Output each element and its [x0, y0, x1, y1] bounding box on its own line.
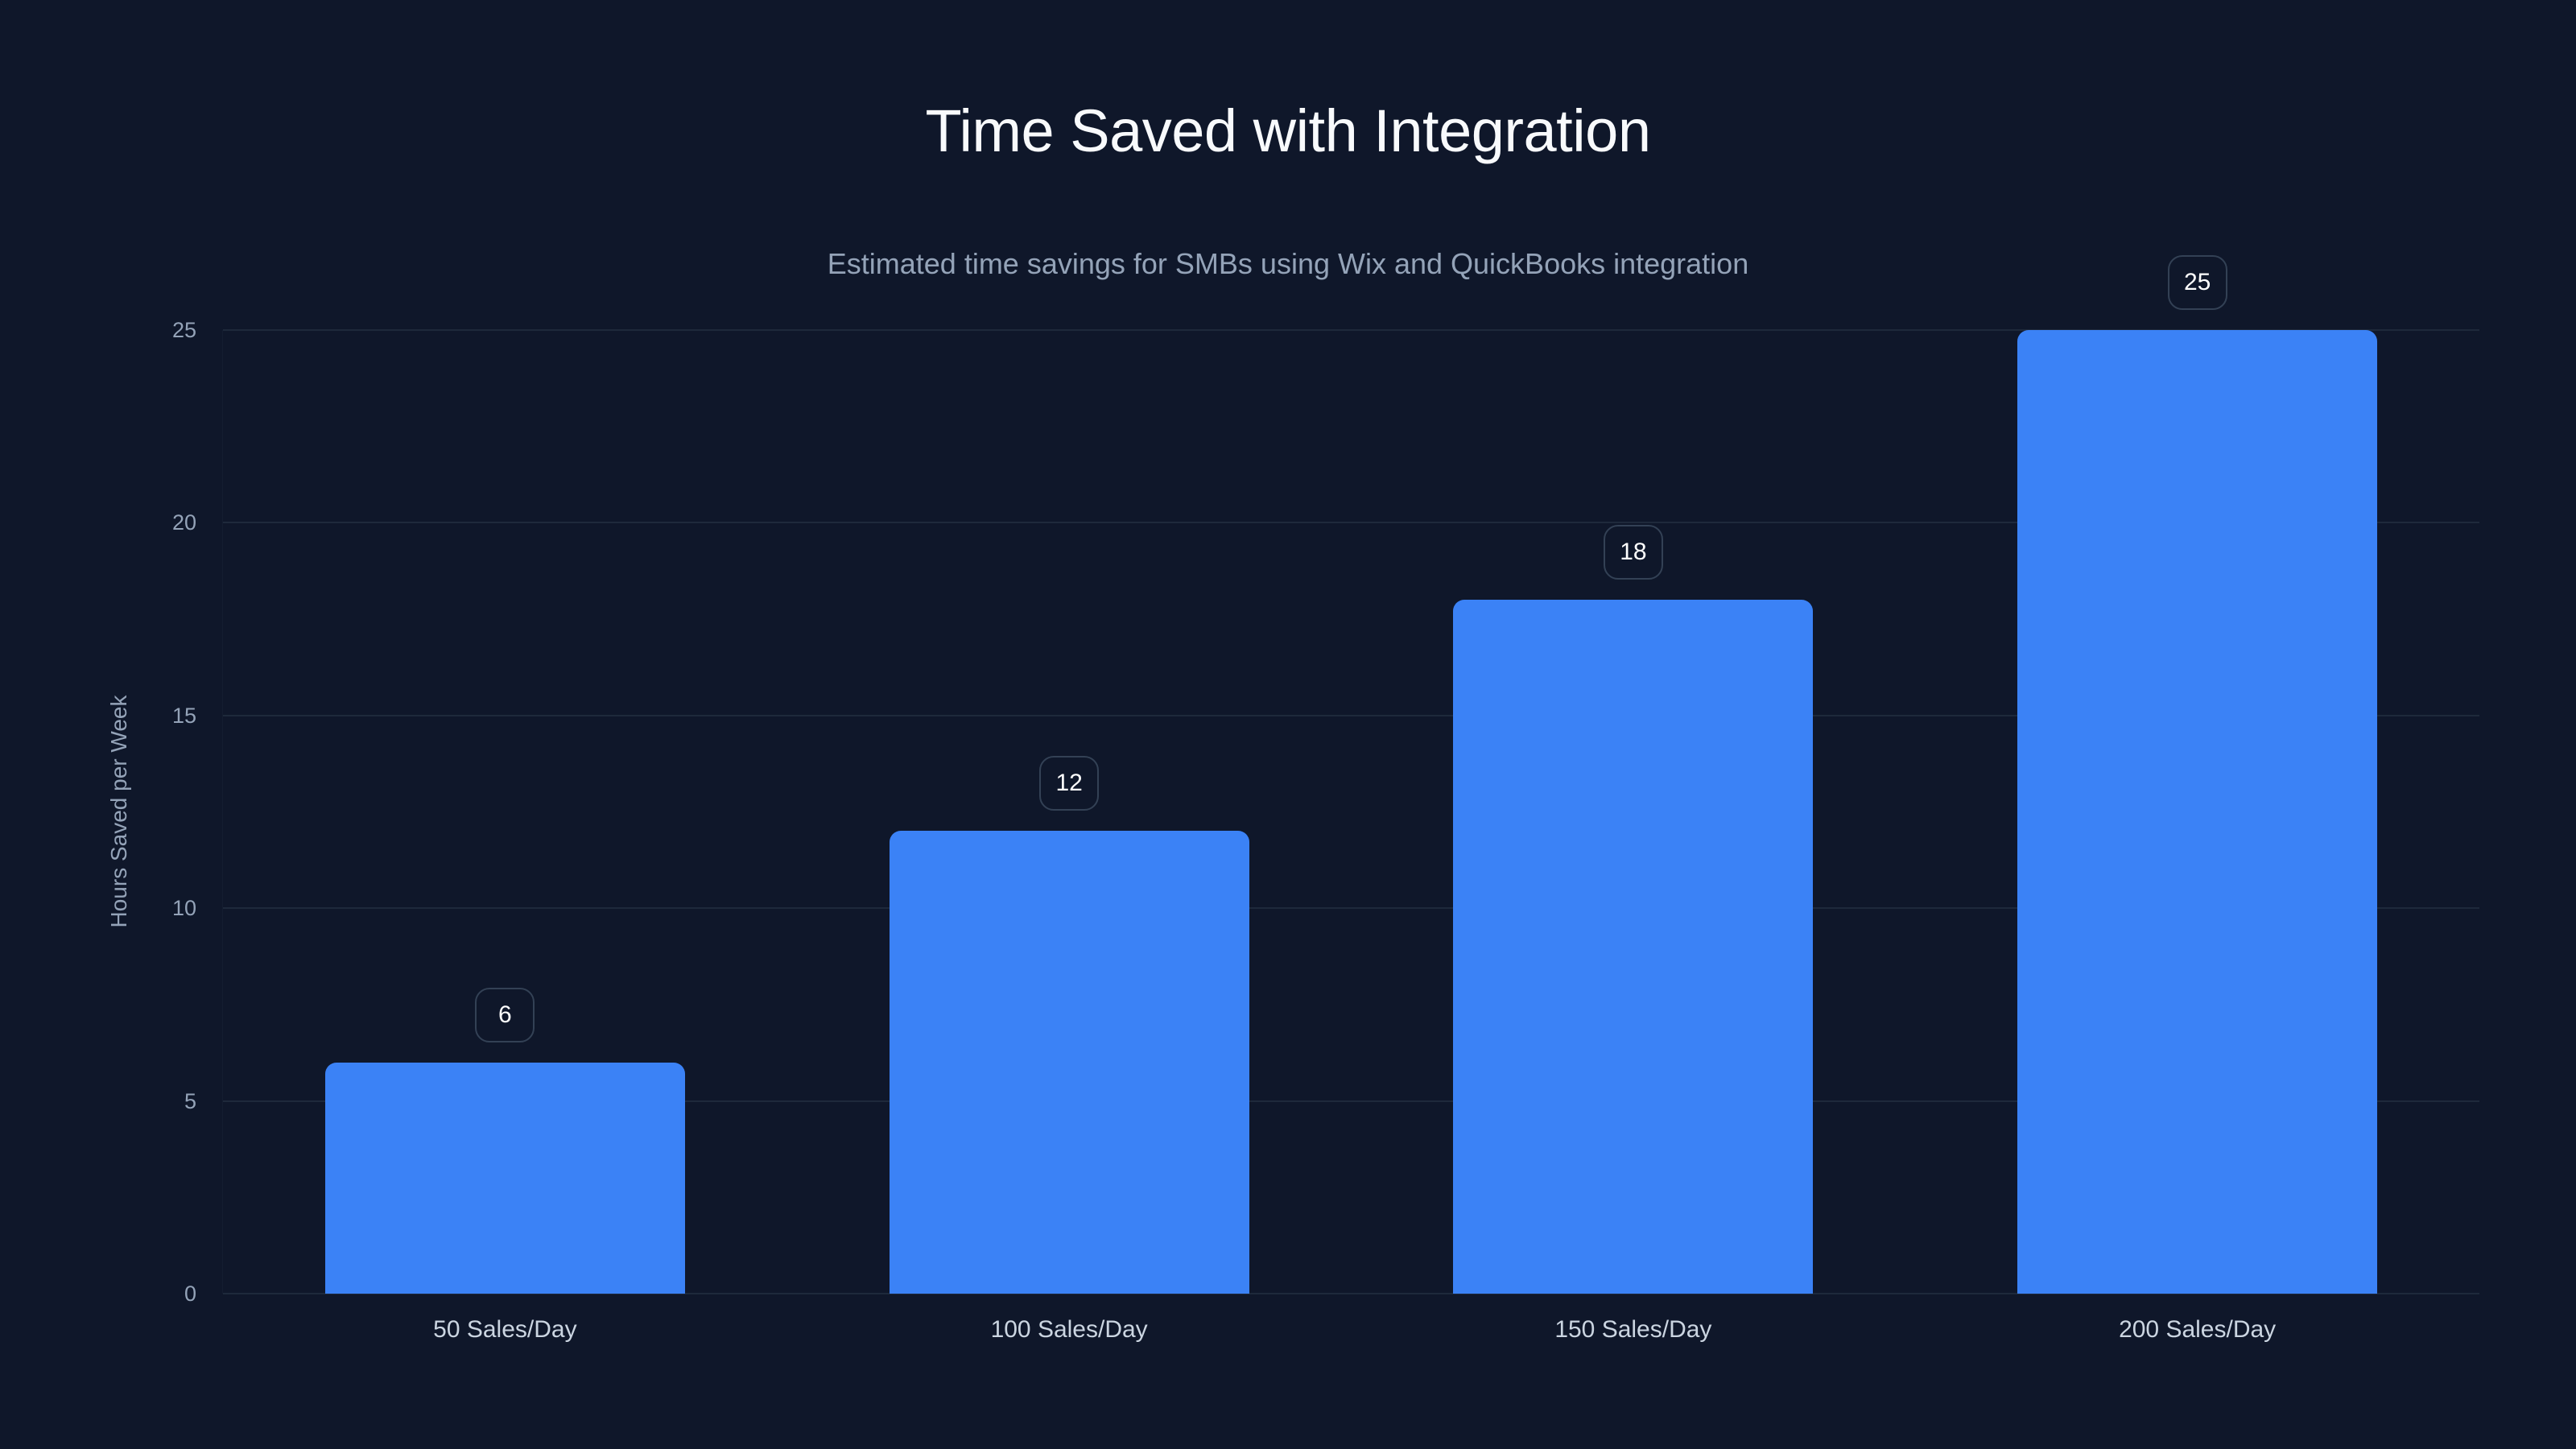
gridline-15 [223, 714, 2479, 716]
bar-100-sales-day[interactable] [889, 831, 1249, 1294]
gridline-25 [223, 329, 2479, 331]
value-label: 18 [1603, 525, 1663, 580]
x-tick-label: 100 Sales/Day [990, 1316, 1148, 1343]
y-tick-label: 0 [184, 1282, 196, 1306]
y-axis-line [222, 330, 223, 1294]
bar-200-sales-day[interactable] [2017, 330, 2378, 1294]
y-tick-label: 5 [184, 1088, 196, 1113]
value-label: 6 [475, 987, 535, 1042]
gridline-10 [223, 907, 2479, 910]
y-tick-label: 15 [171, 703, 196, 728]
y-axis-title: Hours Saved per Week [106, 695, 131, 928]
y-tick-label: 25 [171, 318, 196, 342]
gridline-0 [223, 1293, 2479, 1294]
chart-subtitle: Estimated time savings for SMBs using Wi… [827, 247, 1749, 280]
y-tick-label: 20 [171, 510, 196, 535]
x-tick-label: 150 Sales/Day [1554, 1316, 1712, 1343]
value-label: 12 [1039, 756, 1100, 811]
plot-area: 0 5 10 15 20 25 6 12 18 25 [172, 255, 2479, 1306]
chart-title: Time Saved with Integration [925, 97, 1652, 164]
bar-50-sales-day[interactable] [324, 1062, 685, 1294]
x-tick-label: 50 Sales/Day [433, 1316, 577, 1343]
bar-150-sales-day[interactable] [1453, 600, 1814, 1294]
gridline-5 [223, 1100, 2479, 1102]
y-tick-label: 10 [171, 896, 196, 921]
value-label: 25 [2167, 255, 2227, 310]
x-tick-label: 200 Sales/Day [2119, 1316, 2277, 1343]
gridline-20 [223, 522, 2479, 524]
